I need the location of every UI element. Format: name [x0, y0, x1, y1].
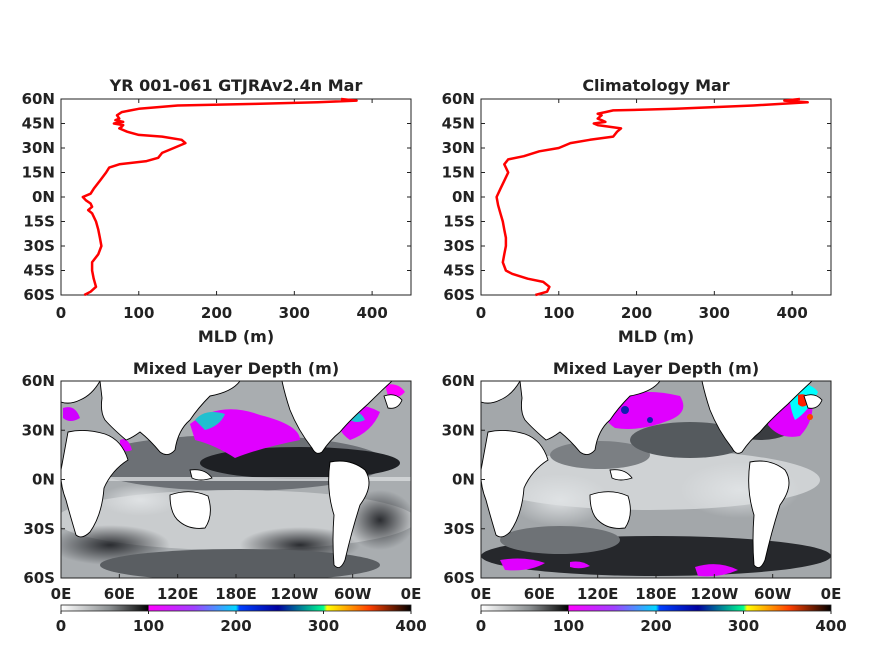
lon-tick-label: 120W — [690, 585, 738, 603]
x-tick-label: 400 — [356, 304, 387, 322]
lat-tick-label: 30S — [23, 520, 55, 538]
y-tick-label: 15S — [443, 213, 475, 231]
colorbar-tick-label: 0 — [56, 617, 66, 635]
x-tick-label: 300 — [279, 304, 310, 322]
lat-tick-label: 60N — [442, 372, 475, 390]
model-map-field — [61, 381, 411, 578]
model-profile-axes — [60, 98, 412, 296]
y-tick-label: 60S — [443, 286, 475, 304]
colorbar-tick-label: 0 — [476, 617, 486, 635]
y-tick-label: 45N — [22, 115, 55, 133]
y-tick-label: 30S — [23, 237, 55, 255]
model-map-continents — [61, 381, 403, 569]
x-tick-label: 200 — [201, 304, 232, 322]
colorbar-tick-label: 200 — [220, 617, 251, 635]
y-tick-label: 45S — [23, 262, 55, 280]
model-labrador-patch — [385, 384, 405, 398]
model-kuroshio-core — [195, 412, 225, 430]
lat-tick-label: 0N — [32, 471, 55, 489]
climatology-profile-ticks: 0 100 200 300 400 60N 45N 30N 15N 0N 15S 30S 45S 60S — [442, 90, 831, 322]
clim-so-patch-2 — [695, 564, 738, 577]
lon-tick-label: 180E — [635, 585, 677, 603]
climatology-colorbar-ramp — [480, 604, 832, 612]
lon-tick-label: 60W — [754, 585, 792, 603]
model-map-ticks: 0E 60E 120E 180E 120W 60W 0E 60N 30N 0N 30S 60S — [22, 372, 422, 603]
x-tick-label: 0 — [476, 304, 486, 322]
lat-tick-label: 30N — [22, 421, 55, 439]
climatology-profile-line — [495, 97, 809, 297]
lon-tick-label: 0E — [821, 585, 842, 603]
lat-tick-label: 60S — [23, 569, 55, 587]
model-profile-line — [81, 97, 358, 297]
climatology-map-ticks: 0E 60E 120E 180E 120W 60W 0E 60N 30N 0N 30S 60S — [442, 372, 842, 603]
model-profile-xlabel: MLD (m) — [198, 327, 274, 346]
y-tick-label: 15N — [22, 164, 55, 182]
lat-tick-label: 60N — [22, 372, 55, 390]
colorbar-tick-label: 200 — [640, 617, 671, 635]
model-colorbar-ramp — [60, 604, 412, 612]
climatology-map-continents — [481, 381, 823, 569]
y-tick-label: 45N — [442, 115, 475, 133]
climatology-map-field — [481, 381, 831, 578]
lat-tick-label: 30S — [443, 520, 475, 538]
climatology-profile-title: Climatology Mar — [582, 76, 729, 95]
climatology-map-panel: Mixed Layer Depth (m) — [442, 359, 842, 603]
lat-tick-label: 30N — [442, 421, 475, 439]
clim-so-patch-1 — [500, 558, 545, 571]
lat-tick-label: 60S — [443, 569, 475, 587]
lon-tick-label: 120E — [577, 585, 619, 603]
x-tick-label: 100 — [543, 304, 574, 322]
colorbar-tick-label: 100 — [133, 617, 164, 635]
colorbar-tick-label: 400 — [395, 617, 426, 635]
x-tick-label: 400 — [776, 304, 807, 322]
lon-tick-label: 60W — [334, 585, 372, 603]
x-tick-label: 200 — [621, 304, 652, 322]
y-tick-label: 60N — [442, 90, 475, 108]
lon-tick-label: 0E — [471, 585, 492, 603]
climatology-colorbar: 0 100 200 300 400 — [476, 604, 847, 635]
lon-tick-label: 180E — [215, 585, 257, 603]
model-map-title: Mixed Layer Depth (m) — [133, 359, 339, 378]
lon-tick-label: 120E — [157, 585, 199, 603]
model-colorbar-ticks: 0 100 200 300 400 — [56, 611, 427, 635]
x-tick-label: 300 — [699, 304, 730, 322]
y-tick-label: 15S — [23, 213, 55, 231]
lat-tick-label: 0N — [452, 471, 475, 489]
colorbar-tick-label: 300 — [308, 617, 339, 635]
lon-tick-label: 60E — [104, 585, 135, 603]
y-tick-label: 30N — [442, 139, 475, 157]
model-profile-panel: YR 001-061 GTJRAv2.4n Mar 0 100 200 300 400 6… — [22, 76, 412, 346]
x-tick-label: 100 — [123, 304, 154, 322]
colorbar-tick-label: 400 — [815, 617, 846, 635]
y-tick-label: 60N — [22, 90, 55, 108]
lon-tick-label: 120W — [270, 585, 318, 603]
y-tick-label: 45S — [443, 262, 475, 280]
model-profile-ticks: 0 100 200 300 400 60N 45N 30N 15N 0N 15S 30S 45S 60S — [22, 90, 411, 322]
climatology-profile-axes — [480, 98, 832, 296]
colorbar-tick-label: 100 — [553, 617, 584, 635]
y-tick-label: 15N — [442, 164, 475, 182]
model-map-panel: Mixed Layer Depth (m) — [22, 359, 422, 603]
lon-tick-label: 0E — [401, 585, 422, 603]
y-tick-label: 60S — [23, 286, 55, 304]
climatology-profile-xlabel: MLD (m) — [618, 327, 694, 346]
model-colorbar: 0 100 200 300 400 — [56, 604, 427, 635]
y-tick-label: 0N — [452, 188, 475, 206]
y-tick-label: 30S — [443, 237, 475, 255]
model-profile-title: YR 001-061 GTJRAv2.4n Mar — [109, 76, 363, 95]
climatology-profile-panel: Climatology Mar 0 100 200 300 400 60N 45N 30N 15… — [442, 76, 832, 346]
y-tick-label: 30N — [22, 139, 55, 157]
climatology-colorbar-ticks: 0 100 200 300 400 — [476, 611, 847, 635]
colorbar-tick-label: 300 — [728, 617, 759, 635]
x-tick-label: 0 — [56, 304, 66, 322]
lon-tick-label: 60E — [524, 585, 555, 603]
y-tick-label: 0N — [32, 188, 55, 206]
lon-tick-label: 0E — [51, 585, 72, 603]
climatology-map-title: Mixed Layer Depth (m) — [553, 359, 759, 378]
